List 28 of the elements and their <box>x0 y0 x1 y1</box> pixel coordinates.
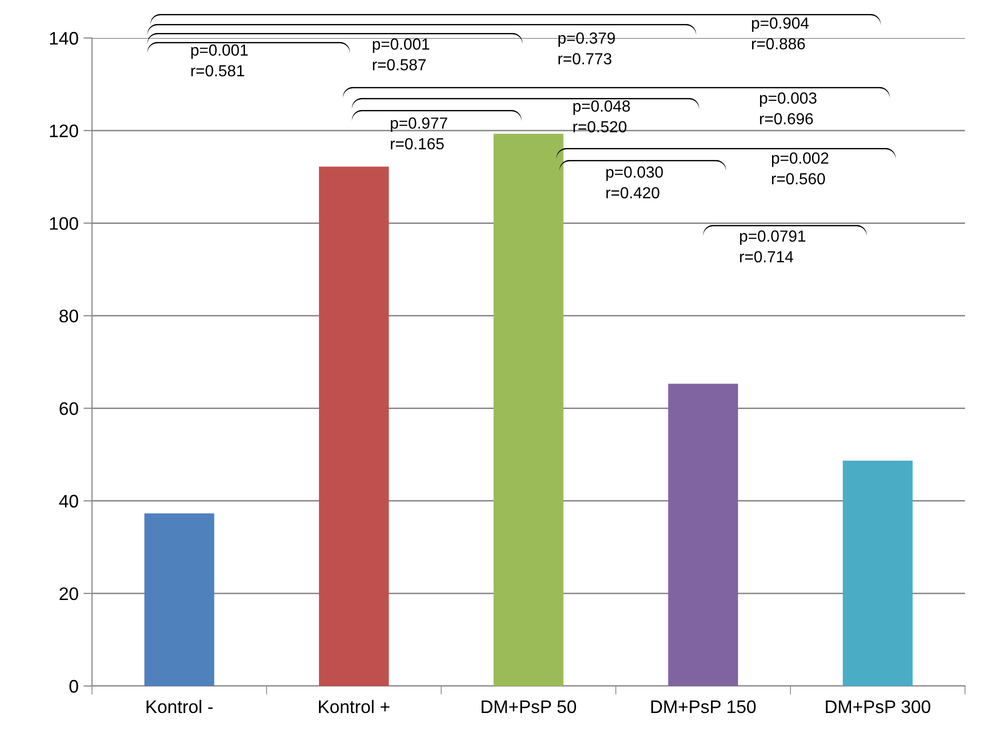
annotation: p=0.030 r=0.420 <box>606 166 663 198</box>
bar <box>144 513 214 686</box>
y-tick-label: 0 <box>69 680 78 693</box>
y-tick-label: 80 <box>60 310 78 322</box>
annotation: p=0.977 r=0.165 <box>390 117 448 150</box>
annotation: p=0.002 r=0.560 <box>772 152 828 184</box>
bar <box>494 134 564 686</box>
x-tick-label: DM+PsP 300 <box>826 700 930 714</box>
x-tick-label: DM+PsP 150 <box>651 700 756 714</box>
y-tick-label: 40 <box>59 494 78 508</box>
y-tick-label: 120 <box>50 124 78 138</box>
bar <box>668 384 738 686</box>
annotation: p=0.001 r=0.581 <box>191 44 248 76</box>
y-tick-label: 60 <box>60 402 78 416</box>
bar <box>842 460 913 686</box>
y-tick-label: 100 <box>50 217 78 230</box>
x-tick-label: DM+PsP 50 <box>482 700 576 714</box>
annotation: p=0.379 r=0.773 <box>558 32 615 64</box>
annotation: p=0.003 r=0.696 <box>760 92 816 124</box>
x-tick-label: Kontrol + <box>319 700 390 714</box>
y-tick-label: 20 <box>60 587 78 600</box>
bar <box>318 166 389 686</box>
annotation: p=0.0791 r=0.714 <box>740 230 806 262</box>
annotation: p=0.048 r=0.520 <box>573 100 630 132</box>
x-tick-label: Kontrol - <box>146 700 213 714</box>
y-tick-label: 140 <box>50 32 78 45</box>
annotation: p=0.904 r=0.886 <box>752 17 809 50</box>
annotation: p=0.001 r=0.587 <box>372 38 430 70</box>
